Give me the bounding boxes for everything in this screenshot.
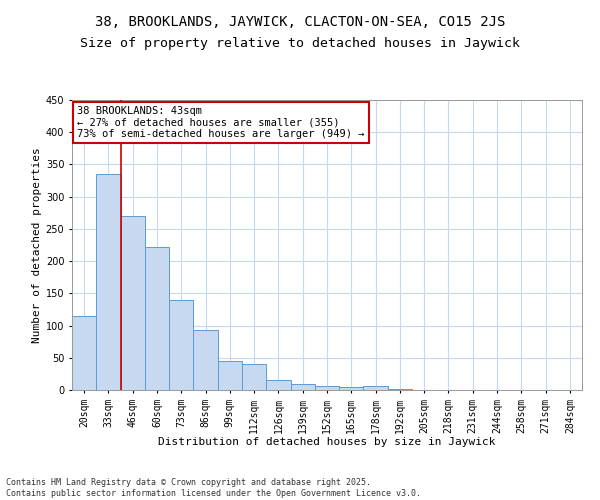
- Bar: [266, 380, 290, 390]
- X-axis label: Distribution of detached houses by size in Jaywick: Distribution of detached houses by size …: [158, 437, 496, 447]
- Bar: [242, 364, 266, 390]
- Text: Contains HM Land Registry data © Crown copyright and database right 2025.
Contai: Contains HM Land Registry data © Crown c…: [6, 478, 421, 498]
- Bar: [218, 361, 242, 390]
- Bar: [145, 247, 169, 390]
- Bar: [72, 316, 96, 390]
- Bar: [290, 384, 315, 390]
- Bar: [169, 300, 193, 390]
- Bar: [315, 386, 339, 390]
- Text: 38 BROOKLANDS: 43sqm
← 27% of detached houses are smaller (355)
73% of semi-deta: 38 BROOKLANDS: 43sqm ← 27% of detached h…: [77, 106, 365, 139]
- Bar: [96, 174, 121, 390]
- Bar: [193, 330, 218, 390]
- Y-axis label: Number of detached properties: Number of detached properties: [32, 147, 41, 343]
- Text: Size of property relative to detached houses in Jaywick: Size of property relative to detached ho…: [80, 38, 520, 51]
- Bar: [121, 216, 145, 390]
- Bar: [388, 388, 412, 390]
- Bar: [364, 386, 388, 390]
- Text: 38, BROOKLANDS, JAYWICK, CLACTON-ON-SEA, CO15 2JS: 38, BROOKLANDS, JAYWICK, CLACTON-ON-SEA,…: [95, 15, 505, 29]
- Bar: [339, 387, 364, 390]
